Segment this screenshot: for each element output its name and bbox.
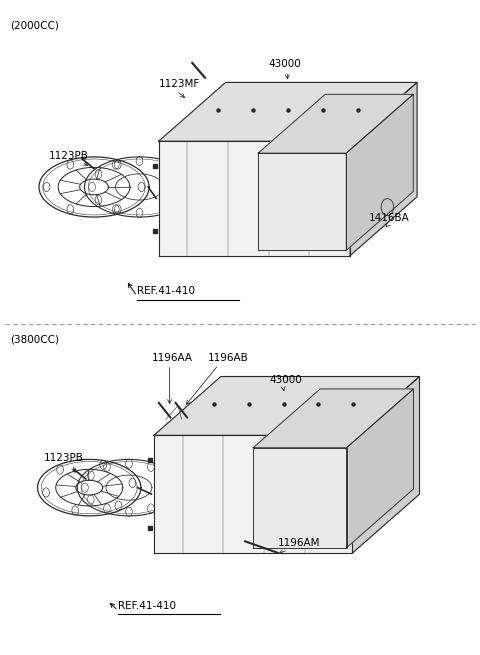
Text: 1416BA: 1416BA bbox=[369, 213, 410, 223]
Polygon shape bbox=[154, 436, 352, 553]
Text: (2000CC): (2000CC) bbox=[10, 20, 59, 30]
Polygon shape bbox=[347, 389, 414, 548]
Text: (3800CC): (3800CC) bbox=[10, 334, 59, 344]
Text: REF.41-410: REF.41-410 bbox=[118, 601, 176, 610]
Text: 1196AM: 1196AM bbox=[278, 538, 321, 548]
Polygon shape bbox=[352, 377, 420, 553]
Text: 43000: 43000 bbox=[270, 375, 302, 385]
Polygon shape bbox=[253, 448, 347, 548]
Polygon shape bbox=[350, 83, 417, 255]
Text: 1123PB: 1123PB bbox=[44, 453, 84, 464]
Text: 43000: 43000 bbox=[269, 60, 301, 69]
Text: 1123PB: 1123PB bbox=[48, 151, 88, 161]
Text: 1123MF: 1123MF bbox=[158, 79, 200, 89]
Text: 1196AB: 1196AB bbox=[207, 354, 248, 364]
Polygon shape bbox=[158, 83, 417, 141]
Polygon shape bbox=[253, 389, 414, 448]
Polygon shape bbox=[158, 141, 350, 255]
Polygon shape bbox=[258, 153, 346, 250]
Polygon shape bbox=[154, 377, 420, 436]
Polygon shape bbox=[346, 94, 413, 250]
Text: REF.41-410: REF.41-410 bbox=[137, 286, 195, 296]
Text: 1196AA: 1196AA bbox=[152, 354, 192, 364]
Polygon shape bbox=[258, 94, 413, 153]
